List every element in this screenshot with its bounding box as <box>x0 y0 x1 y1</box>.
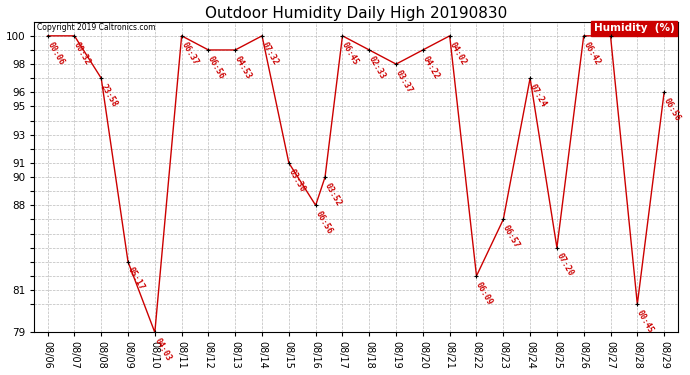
Point <box>203 47 214 53</box>
Point <box>471 273 482 279</box>
Text: 02:33: 02:33 <box>367 54 387 80</box>
Point <box>337 33 348 39</box>
Point <box>605 33 616 39</box>
Point <box>176 33 187 39</box>
Text: 06:56: 06:56 <box>313 210 334 236</box>
Point <box>284 160 295 166</box>
Point <box>524 75 535 81</box>
Point <box>42 33 53 39</box>
Text: 06:56: 06:56 <box>662 96 682 123</box>
Text: 04:22: 04:22 <box>421 54 441 80</box>
Point <box>257 33 268 39</box>
Text: 04:03: 04:03 <box>152 337 173 363</box>
Point <box>444 33 455 39</box>
Text: 07:24: 07:24 <box>528 82 548 108</box>
Text: 06:09: 06:09 <box>474 280 495 306</box>
Point <box>310 202 321 208</box>
Point <box>391 61 402 67</box>
Text: 06:56: 06:56 <box>206 54 226 80</box>
Text: 00:32: 00:32 <box>72 40 92 66</box>
Point <box>69 33 80 39</box>
Point <box>497 216 509 222</box>
Text: 05:17: 05:17 <box>126 266 146 292</box>
Point <box>417 47 428 53</box>
Point <box>551 244 562 250</box>
Point <box>578 33 589 39</box>
Text: 04:53: 04:53 <box>233 54 253 80</box>
Point <box>659 89 670 95</box>
Point <box>364 47 375 53</box>
Text: 00:06: 00:06 <box>46 40 66 66</box>
Text: 03:52: 03:52 <box>323 181 343 207</box>
Point <box>149 329 160 335</box>
Text: 07:20: 07:20 <box>555 252 575 278</box>
Text: 06:42: 06:42 <box>582 40 602 66</box>
Text: 03:37: 03:37 <box>394 68 414 94</box>
Point <box>96 75 107 81</box>
Text: 07:32: 07:32 <box>260 40 280 66</box>
Point <box>632 301 643 307</box>
Point <box>123 259 134 265</box>
Text: 06:45: 06:45 <box>340 40 360 66</box>
Text: 06:57: 06:57 <box>501 224 522 250</box>
Text: 23:58: 23:58 <box>99 82 119 108</box>
Text: Humidity  (%): Humidity (%) <box>593 23 674 33</box>
Text: 03:30: 03:30 <box>286 167 307 193</box>
Text: 04:02: 04:02 <box>447 40 468 66</box>
Text: 06:37: 06:37 <box>179 40 199 66</box>
Point <box>230 47 241 53</box>
Text: Copyright 2019 Caltronics.com: Copyright 2019 Caltronics.com <box>37 23 156 32</box>
Text: 00:45: 00:45 <box>635 308 656 334</box>
Point <box>319 174 331 180</box>
Title: Outdoor Humidity Daily High 20190830: Outdoor Humidity Daily High 20190830 <box>205 6 507 21</box>
